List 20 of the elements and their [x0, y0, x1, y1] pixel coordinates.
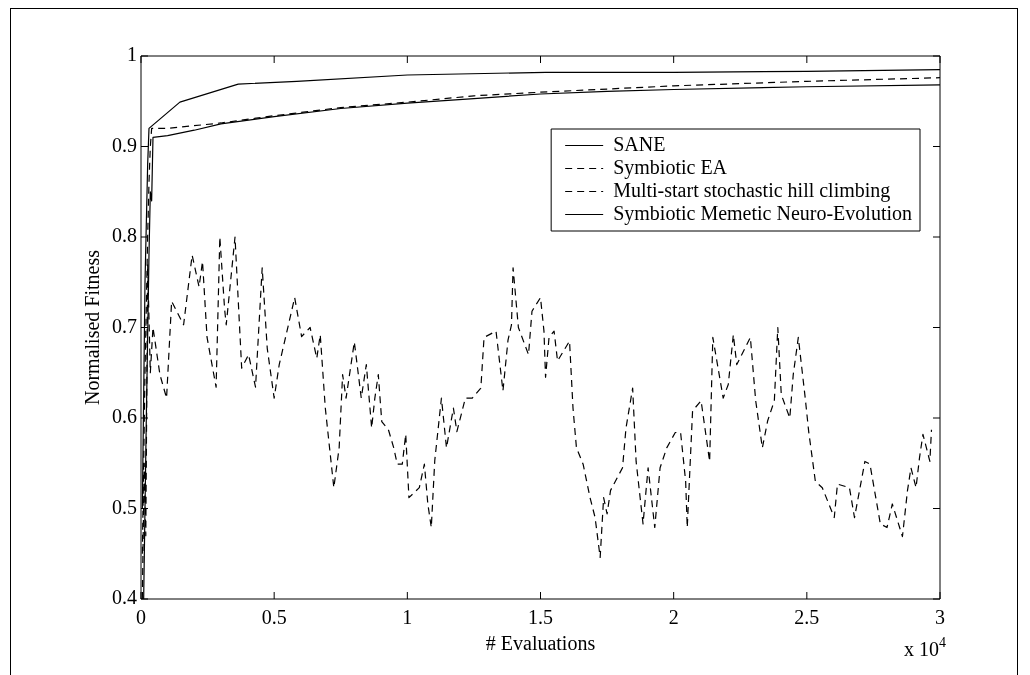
legend-label: Symbiotic EA [613, 155, 728, 179]
y-tick-label: 0.7 [112, 314, 137, 337]
y-tick-label: 1 [127, 43, 137, 66]
legend-label: Symbiotic Memetic Neuro-Evolution [613, 201, 913, 225]
x-tick-label: 1.5 [528, 606, 553, 629]
x-tick-label: 0.5 [261, 606, 287, 629]
y-tick-label: 0.5 [112, 495, 137, 518]
x-tick-label: 1 [402, 606, 413, 629]
legend-label: SANE [613, 132, 666, 155]
x-tick-label: 2 [668, 606, 679, 629]
y-tick-label: 0.6 [112, 405, 137, 428]
x-tick-label: 2.5 [794, 606, 820, 629]
y-axis-title: Normalised Fitness [81, 249, 104, 405]
x-tick-label: 3 [935, 606, 945, 629]
y-tick-label: 0.4 [112, 586, 137, 609]
x-axis-title: # Evaluations [485, 632, 596, 655]
x-tick-label: 0 [136, 606, 146, 629]
legend-label: Multi-start stochastic hill climbing [613, 178, 891, 202]
y-tick-label: 0.8 [112, 224, 137, 247]
y-tick-label: 0.9 [112, 133, 137, 156]
